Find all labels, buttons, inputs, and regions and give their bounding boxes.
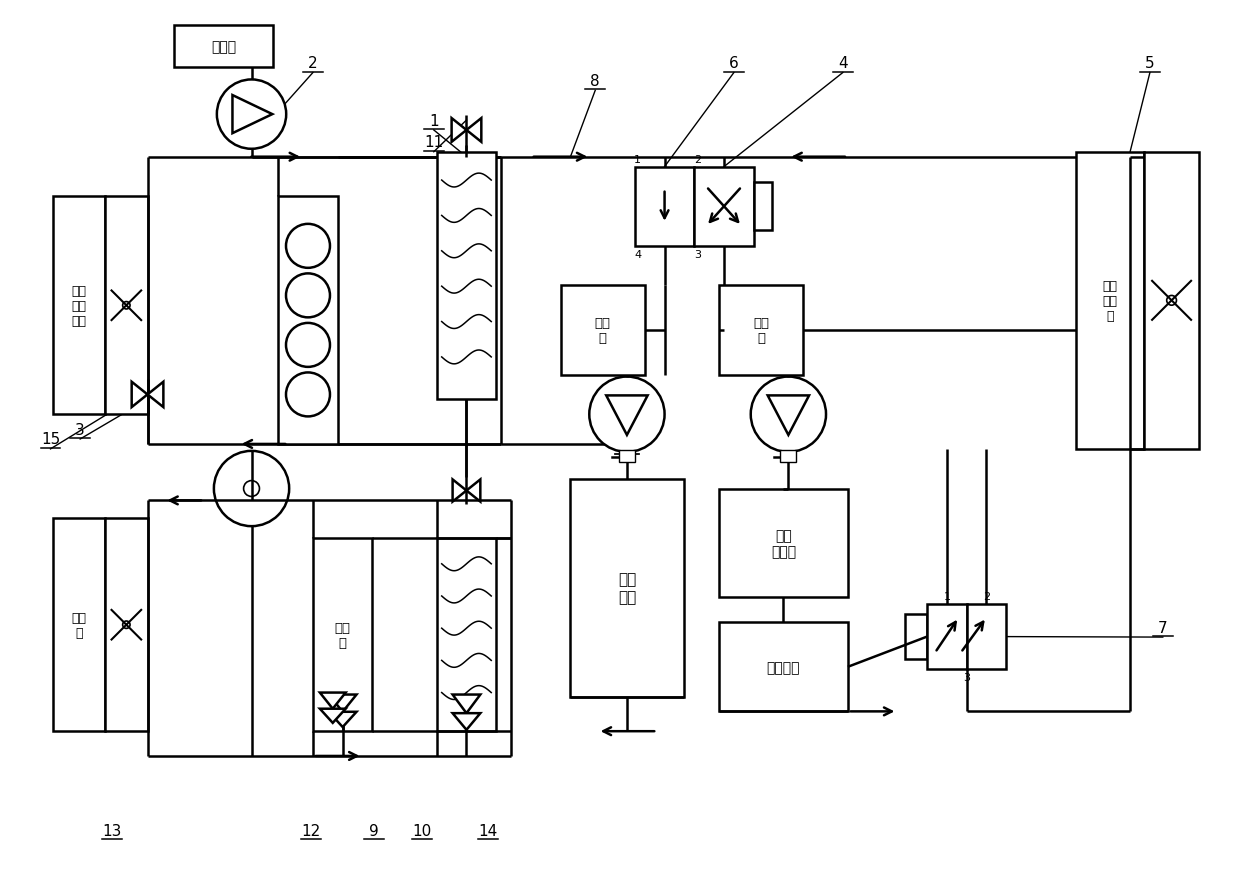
- Bar: [53, 197, 105, 415]
- Bar: [1144, 153, 1199, 449]
- Text: 2: 2: [694, 154, 701, 165]
- Text: 4: 4: [838, 56, 847, 71]
- Bar: [313, 538, 373, 731]
- Bar: [927, 605, 966, 669]
- Text: 电机
散热
器: 电机 散热 器: [1103, 280, 1118, 323]
- Bar: [53, 518, 105, 731]
- Circle shape: [214, 452, 289, 526]
- Polygon shape: [131, 382, 147, 408]
- Bar: [966, 605, 1006, 669]
- Circle shape: [286, 324, 330, 367]
- Polygon shape: [452, 480, 466, 502]
- Polygon shape: [452, 713, 481, 730]
- Polygon shape: [147, 382, 164, 408]
- Text: 5: 5: [1145, 56, 1155, 71]
- Text: 电机
控制器: 电机 控制器: [771, 528, 795, 559]
- Text: 2: 2: [983, 592, 990, 602]
- Bar: [105, 518, 147, 731]
- Circle shape: [286, 225, 330, 268]
- Bar: [634, 168, 694, 246]
- Circle shape: [244, 481, 259, 497]
- Polygon shape: [620, 451, 634, 462]
- Circle shape: [590, 377, 664, 453]
- Text: 1: 1: [943, 592, 950, 602]
- Bar: [719, 286, 803, 375]
- Text: 6: 6: [729, 56, 738, 71]
- Circle shape: [751, 377, 826, 453]
- Bar: [719, 489, 847, 598]
- Polygon shape: [320, 709, 346, 723]
- Polygon shape: [451, 119, 466, 143]
- Polygon shape: [466, 119, 481, 143]
- Text: 15: 15: [41, 432, 59, 447]
- Bar: [1075, 153, 1144, 449]
- Bar: [570, 479, 684, 696]
- Circle shape: [286, 373, 330, 417]
- Text: 3: 3: [694, 249, 701, 260]
- Polygon shape: [320, 693, 346, 709]
- Circle shape: [286, 275, 330, 318]
- Polygon shape: [768, 396, 809, 436]
- Text: 3: 3: [963, 672, 970, 682]
- Circle shape: [123, 621, 130, 629]
- Text: 13: 13: [102, 823, 121, 838]
- Bar: [560, 286, 644, 375]
- Text: 7: 7: [1158, 620, 1167, 635]
- Bar: [279, 197, 338, 445]
- Polygon shape: [452, 695, 481, 713]
- Text: 2: 2: [309, 56, 317, 71]
- Text: 冷凝
器: 冷凝 器: [72, 611, 87, 639]
- Polygon shape: [328, 695, 357, 712]
- Polygon shape: [781, 451, 797, 462]
- Circle shape: [123, 303, 130, 310]
- Bar: [105, 197, 147, 415]
- Bar: [437, 153, 496, 400]
- Text: 1: 1: [429, 113, 439, 128]
- Text: 10: 10: [413, 823, 431, 838]
- Text: 补液
筱: 补液 筱: [595, 317, 611, 345]
- Text: 蕊发
器: 蕊发 器: [335, 621, 351, 649]
- Text: 补液
筱: 补液 筱: [753, 317, 769, 345]
- Circle shape: [1167, 296, 1177, 306]
- Text: 动力
电池: 动力 电池: [618, 572, 637, 604]
- Bar: [906, 615, 927, 660]
- Text: 14: 14: [478, 823, 498, 838]
- Text: 驱动电机: 驱动电机: [767, 660, 800, 674]
- Polygon shape: [466, 480, 481, 502]
- Bar: [719, 623, 847, 711]
- Bar: [437, 538, 496, 731]
- Text: 1: 1: [634, 154, 642, 165]
- Text: 4: 4: [634, 249, 642, 260]
- Text: 11: 11: [424, 135, 444, 150]
- Bar: [753, 183, 772, 231]
- Text: 补液筱: 补液筱: [211, 39, 237, 53]
- Polygon shape: [328, 712, 357, 727]
- Bar: [175, 26, 274, 68]
- Bar: [694, 168, 753, 246]
- Text: 12: 12: [301, 823, 321, 838]
- Polygon shape: [233, 96, 273, 134]
- Text: 9: 9: [369, 823, 379, 838]
- Text: 发动
机散
热器: 发动 机散 热器: [72, 284, 87, 327]
- Text: 8: 8: [591, 74, 600, 89]
- Circle shape: [217, 81, 286, 150]
- Polygon shape: [606, 396, 648, 436]
- Text: 3: 3: [76, 422, 85, 437]
